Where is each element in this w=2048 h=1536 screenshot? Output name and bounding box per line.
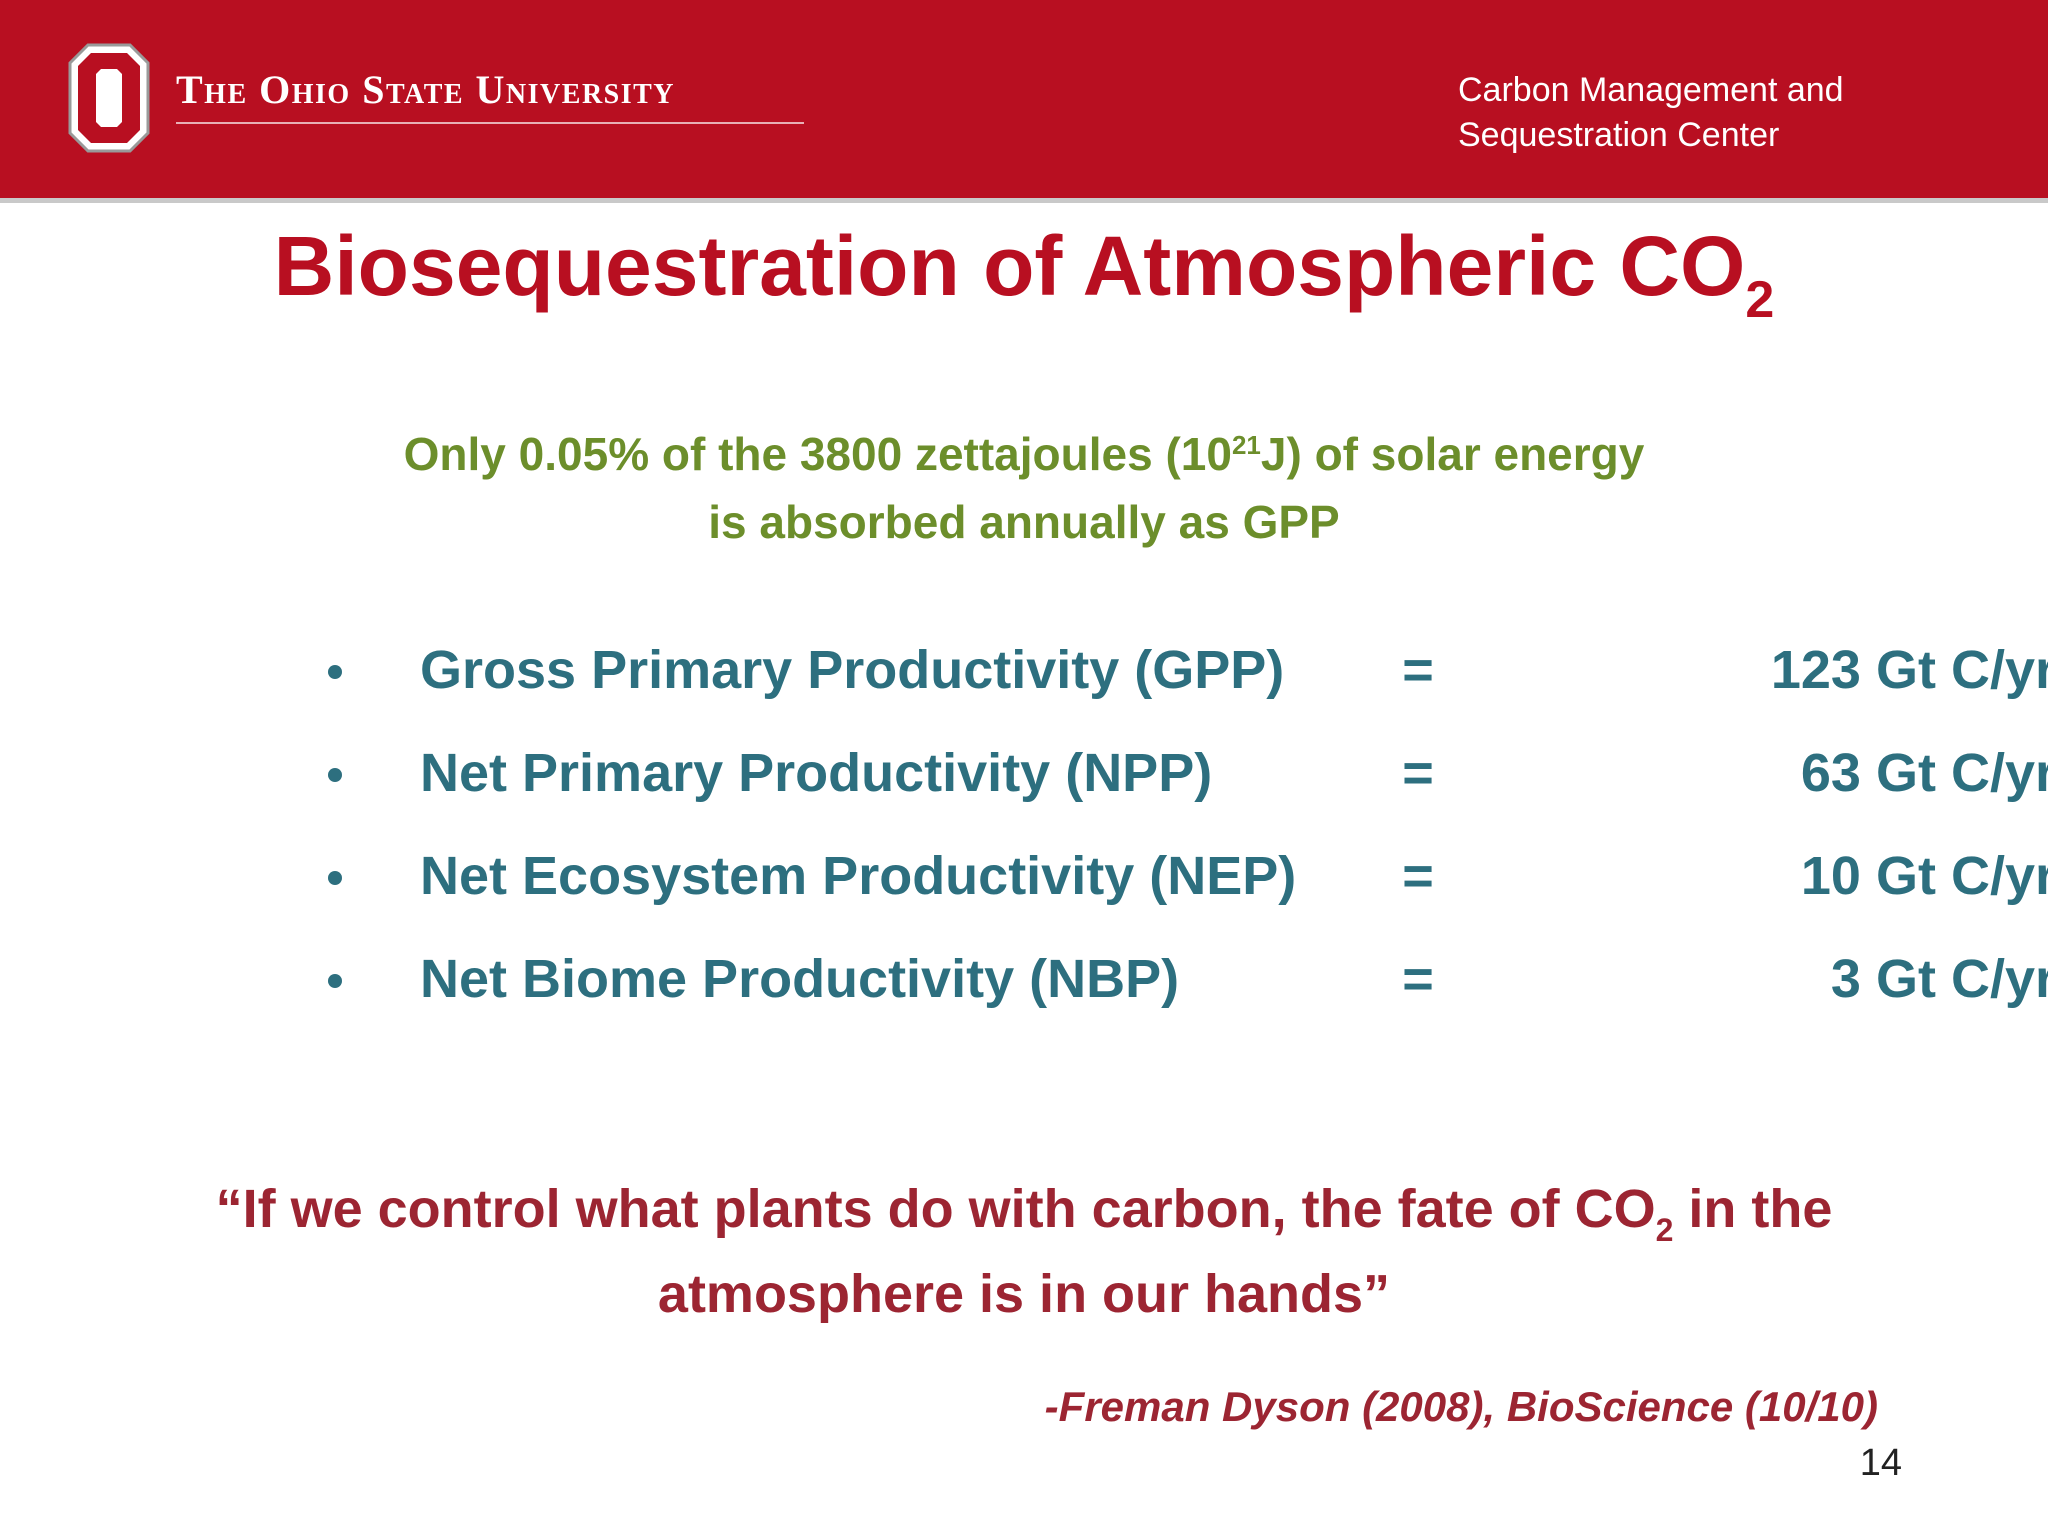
quote-text-part1: “If we control what plants do with carbo… [215, 1179, 1656, 1239]
university-name: The Ohio State University [176, 67, 676, 112]
slide-title-subscript: 2 [1745, 271, 1775, 329]
list-item-equals: = [1402, 640, 1434, 700]
lead-text-part2: J) of solar energy [1260, 428, 1645, 480]
lead-text-part1: Only 0.05% of the 3800 zettajoules (10 [403, 428, 1232, 480]
bullet-icon [328, 768, 342, 782]
university-underline [176, 122, 804, 124]
list-item-value: 3 Gt C/yr [1830, 949, 2048, 1009]
list-item: Net Ecosystem Productivity (NEP) = 10 Gt… [318, 838, 2048, 941]
list-item: Net Primary Productivity (NPP) = 63 Gt C… [318, 735, 2048, 838]
list-item-label: Net Primary Productivity (NPP) [420, 743, 1213, 803]
slide-title-text: Biosequestration of Atmospheric CO [273, 219, 1746, 313]
center-name-line2: Sequestration Center [1458, 116, 1780, 154]
list-item: Gross Primary Productivity (GPP) = 123 G… [318, 632, 2048, 735]
lead-superscript: 21 [1231, 430, 1261, 460]
list-item-label: Net Biome Productivity (NBP) [420, 949, 1180, 1009]
lead-statement: Only 0.05% of the 3800 zettajoules (1021… [0, 424, 2048, 553]
quote-text-part2: in the [1673, 1179, 1833, 1239]
center-name: Carbon Management and Sequestration Cent… [1458, 68, 1844, 158]
productivity-list: Gross Primary Productivity (GPP) = 123 G… [318, 632, 2048, 1044]
quote-line1: “If we control what plants do with carbo… [0, 1170, 2048, 1255]
list-item-value: 10 Gt C/yr [1800, 846, 2048, 906]
block-o-logo-icon [68, 43, 150, 153]
quote-block: “If we control what plants do with carbo… [0, 1170, 2048, 1333]
list-item-equals: = [1402, 846, 1434, 906]
list-item-equals: = [1402, 743, 1434, 803]
bullet-icon [328, 665, 342, 679]
bullet-icon [328, 871, 342, 885]
page-number: 14 [1859, 1442, 1902, 1484]
list-item: Net Biome Productivity (NBP) = 3 Gt C/yr [318, 941, 2048, 1044]
list-item-equals: = [1402, 949, 1434, 1009]
bullet-icon [328, 974, 342, 988]
quote-citation: -Freman Dyson (2008), BioScience (10/10) [1044, 1383, 1878, 1430]
lead-line1: Only 0.05% of the 3800 zettajoules (1021… [0, 424, 2048, 492]
list-item-label: Net Ecosystem Productivity (NEP) [420, 846, 1297, 906]
lead-line2: is absorbed annually as GPP [708, 496, 1340, 548]
list-item-value: 123 Gt C/yr [1770, 640, 2048, 700]
slide-title: Biosequestration of Atmospheric CO2 [0, 218, 2048, 329]
header-bar: The Ohio State University Carbon Managem… [0, 0, 2048, 203]
quote-line2: atmosphere is in our hands” [657, 1264, 1391, 1324]
quote-subscript: 2 [1655, 1212, 1674, 1248]
center-name-line1: Carbon Management and [1458, 71, 1844, 109]
list-item-value: 63 Gt C/yr [1800, 743, 2048, 803]
list-item-label: Gross Primary Productivity (GPP) [420, 640, 1285, 700]
